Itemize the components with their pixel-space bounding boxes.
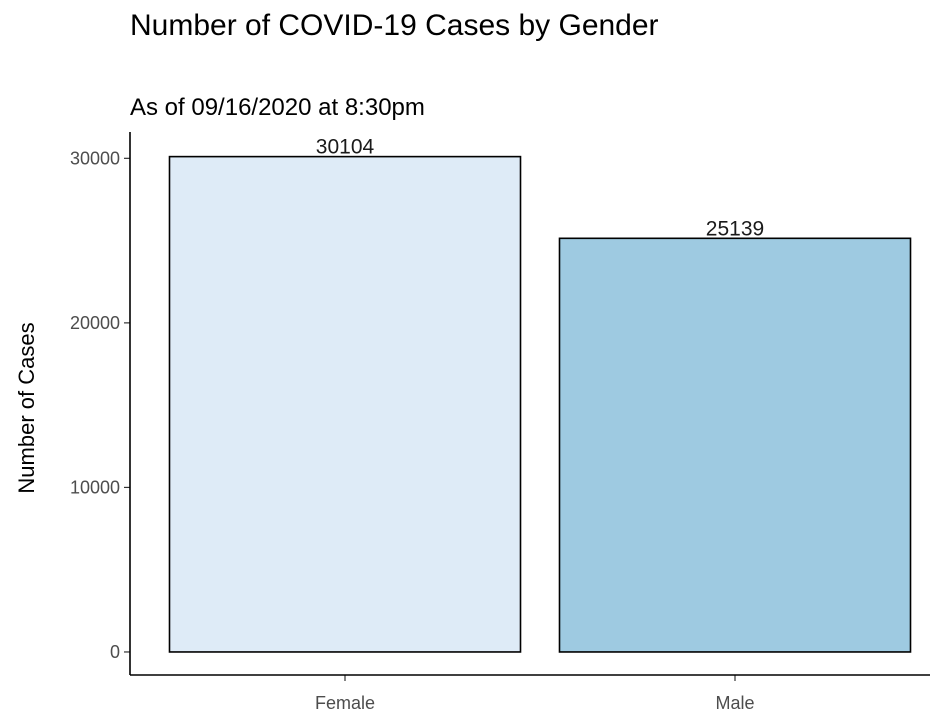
y-axis-title: Number of Cases — [14, 322, 39, 493]
chart-title: Number of COVID-19 Cases by Gender — [130, 9, 659, 42]
data-labels-layer: 30104 25139 — [316, 136, 764, 241]
y-tick-label: 10000 — [70, 477, 120, 497]
chart-subtitle: As of 09/16/2020 at 8:30pm — [130, 94, 425, 121]
y-tick-label: 20000 — [70, 313, 120, 333]
y-tick-label: 0 — [110, 642, 120, 662]
data-label-male: 25139 — [706, 217, 764, 240]
x-tick-label-male: Male — [715, 693, 754, 713]
bar-male — [558, 237, 912, 653]
bars-layer — [168, 155, 912, 653]
axes-layer: Female Male 0 10000 20000 30000 — [70, 132, 930, 713]
x-tick-label-female: Female — [315, 693, 375, 713]
bar-female — [168, 155, 522, 653]
data-label-female: 30104 — [316, 136, 375, 159]
y-tick-label: 30000 — [70, 148, 120, 168]
